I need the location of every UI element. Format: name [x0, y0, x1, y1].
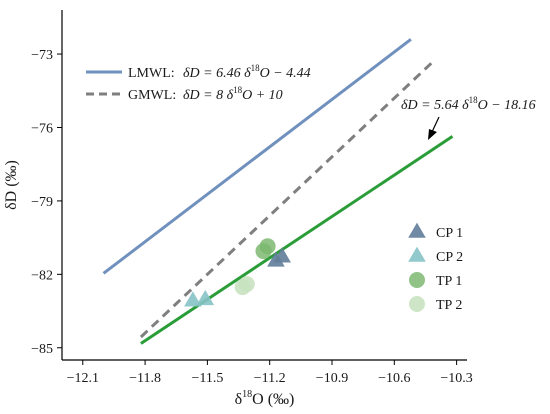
y-tick-label: −76	[31, 121, 53, 136]
legend-marker-cp1	[408, 222, 426, 238]
legend-marker-cp2	[408, 246, 426, 262]
y-axis-title: δD (‰)	[3, 160, 20, 210]
legend-equation-gmwl: δD = 8 δ18O + 10	[183, 85, 283, 103]
line-gmwl	[139, 61, 433, 339]
point-cp1	[273, 247, 291, 263]
axis-titles: δ18O (‰) δD (‰)	[3, 160, 294, 408]
y-tick-label: −85	[31, 342, 53, 357]
x-tick-label: −11.5	[191, 371, 223, 386]
equation-annotation: δD = 5.64 δ18O − 18.16	[401, 95, 536, 140]
legend-label-cp1: CP 1	[436, 226, 463, 241]
legend-equation-lmwl: δD = 6.46 δ18O − 4.44	[183, 63, 311, 81]
line-fit	[140, 135, 454, 345]
legend-label-gmwl: GMWL:	[128, 88, 176, 103]
x-tick-label: −10.9	[316, 371, 348, 386]
annotation-arrow-head	[428, 129, 437, 140]
point-tp1	[255, 243, 272, 260]
line-legend: LMWL: δD = 6.46 δ18O − 4.44 GMWL: δD = 8 δ1…	[86, 63, 311, 103]
point-cp2	[184, 291, 202, 307]
axes	[61, 10, 467, 361]
y-tick-label: −82	[31, 268, 53, 283]
data-points	[184, 238, 291, 307]
point-cp2	[196, 289, 215, 306]
y-tick-label: −79	[31, 195, 53, 210]
x-tick-label: −12.1	[67, 371, 99, 386]
line-lmwl	[102, 38, 412, 275]
regression-lines	[102, 38, 454, 345]
fit-equation-label: δD = 5.64 δ18O − 18.16	[401, 95, 536, 113]
point-legend: CP 1 CP 2 TP 1 TP 2	[408, 222, 463, 313]
x-axis-title: δ18O (‰)	[235, 389, 295, 408]
y-tick-label: −73	[31, 48, 53, 63]
x-tick-label: −10.6	[378, 371, 410, 386]
legend-label-tp1: TP 1	[436, 274, 462, 289]
annotation-arrow-shaft	[431, 116, 440, 133]
tick-labels: −12.1 −11.8 −11.5 −11.2 −10.9 −10.6 −10.3 −73 −7…	[31, 48, 473, 386]
legend-label-cp2: CP 2	[436, 250, 463, 265]
x-tick-label: −11.2	[254, 371, 286, 386]
legend-label-lmwl: LMWL:	[128, 66, 175, 81]
tick-marks	[57, 53, 458, 365]
point-tp2	[238, 276, 255, 293]
x-tick-label: −11.8	[129, 371, 161, 386]
x-tick-label: −10.3	[440, 371, 472, 386]
legend-label-tp2: TP 2	[436, 298, 462, 313]
legend-marker-tp2	[409, 296, 425, 312]
legend-marker-tp1	[409, 272, 425, 288]
